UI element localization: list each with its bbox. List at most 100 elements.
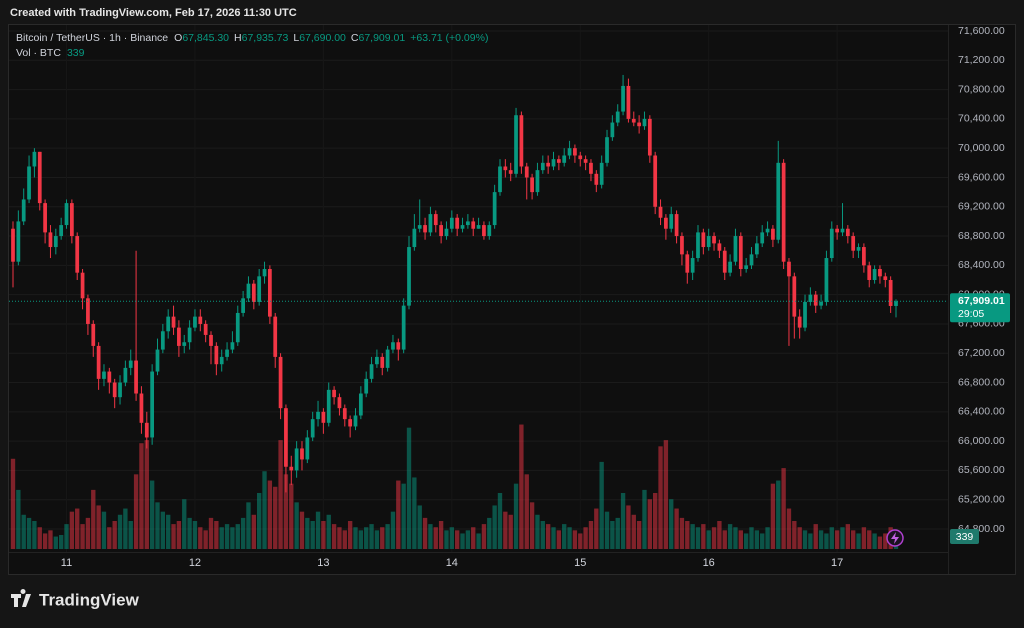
candle-body xyxy=(567,148,572,156)
volume-bar xyxy=(192,521,198,549)
volume-bar xyxy=(540,521,545,549)
volume-bar xyxy=(203,530,208,549)
candle-body xyxy=(717,243,722,251)
volume-bar xyxy=(647,499,653,549)
candle-body xyxy=(37,151,42,204)
volume-bar xyxy=(754,530,760,549)
volume-bar xyxy=(653,493,658,549)
volume-bar xyxy=(37,527,42,549)
candle-body xyxy=(840,228,845,233)
candle-body xyxy=(540,162,545,171)
candle-body xyxy=(59,225,64,237)
candle-body xyxy=(69,203,74,237)
candle-body xyxy=(808,294,813,302)
volume-bar xyxy=(872,533,877,549)
candle-body xyxy=(182,342,187,346)
x-tick-label: 11 xyxy=(61,557,72,569)
volume-bar xyxy=(219,527,224,549)
price-countdown: 29:05 xyxy=(958,308,984,320)
volume-bar xyxy=(685,521,690,549)
volume-bar xyxy=(727,524,733,549)
volume-bar xyxy=(374,530,380,549)
volume-bar xyxy=(551,527,556,549)
volume-bar xyxy=(487,517,492,549)
candle-body xyxy=(123,367,128,383)
candle-body xyxy=(342,408,347,420)
candle-body xyxy=(862,247,866,266)
candle-body xyxy=(738,236,743,270)
candle-body xyxy=(690,258,695,273)
x-tick-label: 12 xyxy=(189,557,201,569)
candle-body xyxy=(64,203,69,226)
volume-bar xyxy=(743,533,749,549)
volume-bar xyxy=(776,480,781,549)
volume-bar xyxy=(877,536,883,549)
volume-legend: Vol · BTC 339 xyxy=(16,47,85,59)
volume-bar xyxy=(562,524,567,549)
candle-body xyxy=(401,305,406,350)
volume-bar xyxy=(240,517,246,549)
candle-body xyxy=(551,159,556,167)
volume-bar xyxy=(599,461,604,549)
y-tick-label: 66,400.00 xyxy=(958,406,1005,418)
volume-bar xyxy=(358,530,364,549)
volume-bar xyxy=(364,527,369,549)
candle-body xyxy=(744,265,749,270)
y-tick-label: 65,200.00 xyxy=(958,493,1005,505)
candle-body xyxy=(107,371,112,383)
volume-bar xyxy=(331,524,337,549)
volume-bar xyxy=(749,527,754,549)
volume-bar xyxy=(492,505,497,549)
volume-pane xyxy=(10,424,899,549)
y-tick-label: 70,800.00 xyxy=(958,83,1005,95)
volume-bar xyxy=(610,521,615,549)
legend-high: 67,935.73 xyxy=(242,32,289,44)
y-tick-label: 68,800.00 xyxy=(958,230,1005,242)
volume-bar xyxy=(433,527,438,549)
candle-body xyxy=(96,345,101,379)
y-tick-label: 67,200.00 xyxy=(958,347,1005,359)
candle-body xyxy=(198,316,203,324)
candle-body xyxy=(102,371,106,379)
candle-body xyxy=(396,342,401,350)
candle-body xyxy=(316,411,320,420)
candle-body xyxy=(353,415,358,427)
volume-bar xyxy=(765,527,770,549)
candle-body xyxy=(219,356,224,365)
volume-bar xyxy=(96,505,101,549)
volume-legend-label: Vol · BTC xyxy=(16,47,61,59)
candle-body xyxy=(289,466,294,471)
volume-bar xyxy=(471,527,476,549)
candle-body xyxy=(771,228,775,240)
volume-bar xyxy=(556,530,562,549)
volume-bar xyxy=(578,533,583,549)
volume-bar xyxy=(663,440,669,549)
volume-bar xyxy=(198,527,203,549)
legend-close-label: C xyxy=(351,32,359,44)
candle-body xyxy=(385,349,390,368)
volume-bar xyxy=(315,511,321,549)
candle-body xyxy=(878,269,882,277)
volume-bar xyxy=(626,505,631,549)
volume-bar xyxy=(642,489,647,549)
candle-body xyxy=(177,327,181,346)
candle-body xyxy=(21,199,26,222)
volume-bar xyxy=(412,477,417,549)
candle-body xyxy=(246,283,251,299)
volume-legend-value: 339 xyxy=(67,47,85,59)
candle-body xyxy=(674,214,679,237)
volume-bar xyxy=(230,527,235,549)
volume-bar xyxy=(299,511,305,549)
candle-body xyxy=(444,228,449,237)
candles xyxy=(9,74,948,493)
volume-bar xyxy=(583,527,588,549)
volume-bar xyxy=(10,458,16,549)
candle-body xyxy=(851,236,856,251)
candle-body xyxy=(696,232,700,259)
volume-bar xyxy=(80,524,85,549)
candle-body xyxy=(706,236,711,248)
volume-bar xyxy=(187,517,192,549)
candle-body xyxy=(150,371,155,438)
volume-bar xyxy=(535,514,540,549)
candle-body xyxy=(214,345,219,365)
